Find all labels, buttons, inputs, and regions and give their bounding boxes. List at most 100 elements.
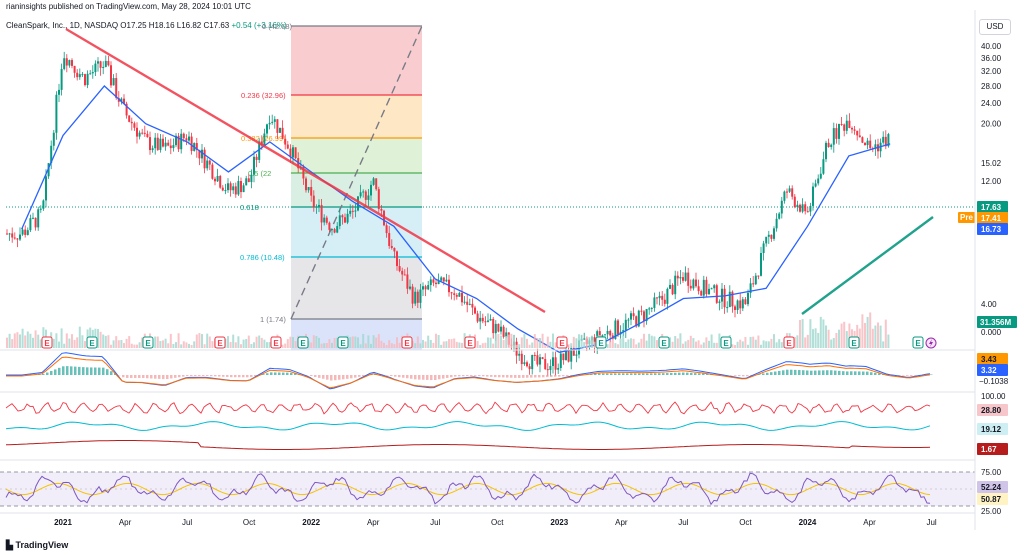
candle-body	[403, 274, 406, 276]
earnings-badge[interactable]: E	[464, 336, 476, 349]
candle-body	[458, 292, 461, 297]
candle-body	[598, 331, 601, 339]
macd-histogram-bar	[210, 375, 213, 377]
candle-body	[120, 98, 123, 102]
oscillator-3-line	[5, 440, 931, 450]
candle-body	[307, 187, 310, 191]
macd-histogram-bar	[774, 371, 777, 375]
svg-text:E: E	[404, 339, 410, 348]
candle-body	[190, 136, 193, 151]
time-tick-label: 2023	[550, 518, 568, 527]
earnings-badge[interactable]: E	[595, 336, 607, 349]
volume-bar	[60, 328, 63, 348]
candle-body	[180, 133, 183, 150]
earnings-badge[interactable]: E	[214, 336, 226, 349]
time-tick-label: Jul	[926, 518, 936, 527]
time-tick-label: Oct	[243, 518, 256, 527]
macd-histogram-bar	[338, 375, 341, 380]
oscillator-1-badge: 28.80	[977, 404, 1008, 416]
candle-body	[663, 299, 666, 304]
symbol-name[interactable]: CleanSpark, Inc., 1D, NASDAQ	[6, 21, 119, 30]
candle-body	[713, 285, 716, 289]
earnings-badge[interactable]: E	[912, 336, 924, 349]
time-axis[interactable]: 2021 Apr Jul Oct 2022 Apr Jul Oct 2023 Apr Jul Oct 2…	[54, 518, 937, 527]
candle-body	[747, 292, 749, 305]
candle-body	[700, 291, 703, 296]
candle-body	[388, 233, 391, 246]
earnings-badge[interactable]: E	[270, 336, 282, 349]
volume-bar	[754, 339, 757, 348]
svg-text:E: E	[723, 339, 729, 348]
candle-body	[827, 142, 830, 148]
macd-histogram-bar	[310, 375, 313, 377]
earnings-badge[interactable]: E	[658, 336, 670, 349]
earnings-badge[interactable]: E	[783, 336, 795, 349]
earnings-badge[interactable]: E	[848, 336, 860, 349]
symbol-info-line[interactable]: CleanSpark, Inc., 1D, NASDAQ O17.25 H18.…	[6, 21, 287, 30]
earnings-badge[interactable]: E	[297, 336, 309, 349]
macd-histogram-bar	[450, 375, 453, 378]
candle-body	[169, 145, 172, 149]
time-tick-label: Jul	[182, 518, 192, 527]
macd-histogram-bar	[486, 375, 489, 377]
candle-body	[219, 175, 222, 188]
earnings-badge[interactable]: E	[720, 336, 732, 349]
candle-body	[258, 141, 261, 160]
macd-histogram-bar	[106, 369, 109, 375]
volume-bar	[481, 343, 484, 348]
macd-histogram-bar	[242, 375, 245, 378]
candle-body	[515, 341, 518, 356]
rsi-pane[interactable]	[0, 471, 975, 507]
macd-histogram-bar	[186, 375, 189, 377]
volume-bar	[489, 337, 492, 348]
earnings-badge[interactable]: E	[556, 336, 568, 349]
candle-body	[471, 303, 474, 308]
ma-value-badge: 16.73	[977, 223, 1008, 235]
downtrend-line[interactable]	[65, 27, 546, 314]
candle-body	[697, 286, 700, 292]
candle-body	[39, 208, 42, 210]
candle-body	[149, 137, 151, 151]
macd-histogram-bar	[86, 367, 89, 375]
macd-histogram-bar	[262, 374, 265, 375]
volume-bar	[705, 337, 708, 348]
volume-bar	[793, 336, 796, 348]
candle-body	[185, 138, 188, 141]
volume-bar	[164, 338, 167, 348]
macd-histogram-bar	[838, 370, 841, 375]
earnings-badge[interactable]: E	[86, 336, 98, 349]
macd-histogram-bar	[438, 375, 441, 380]
volume-bar	[541, 333, 544, 348]
volume-bar	[492, 343, 495, 348]
candle-body	[749, 283, 752, 293]
earnings-badge[interactable]: E	[401, 336, 413, 349]
lightning-icon[interactable]	[925, 337, 937, 349]
macd-histogram-bar	[402, 375, 405, 378]
price-axis[interactable]: 4.008.0012.0015.0220.0024.0028.0032.0036…	[981, 42, 1002, 309]
earnings-badge[interactable]: E	[142, 336, 154, 349]
candle-body	[520, 353, 523, 365]
currency-selector[interactable]: USD	[979, 19, 1011, 35]
volume-bar	[552, 333, 554, 348]
volume-bar	[286, 339, 289, 348]
volume-bar	[159, 340, 162, 348]
macd-pane[interactable]	[6, 352, 933, 390]
volume-bar	[198, 333, 201, 348]
volume-bar	[203, 344, 206, 348]
earnings-badge[interactable]: E	[41, 336, 53, 349]
candle-body	[110, 65, 112, 86]
earnings-badge[interactable]: E	[337, 336, 349, 349]
candle-body	[271, 121, 274, 123]
macd-histogram-bar	[614, 373, 617, 375]
candle-body	[864, 142, 866, 146]
volume-bar	[193, 341, 196, 348]
candlestick-series[interactable]	[6, 51, 890, 377]
candle-body	[767, 234, 770, 237]
tradingview-logo[interactable]: ▙ TradingView	[6, 540, 68, 551]
svg-text:E: E	[340, 339, 346, 348]
volume-bar	[567, 344, 570, 348]
volume-bar	[461, 342, 463, 348]
uptrend-line[interactable]	[801, 216, 934, 315]
